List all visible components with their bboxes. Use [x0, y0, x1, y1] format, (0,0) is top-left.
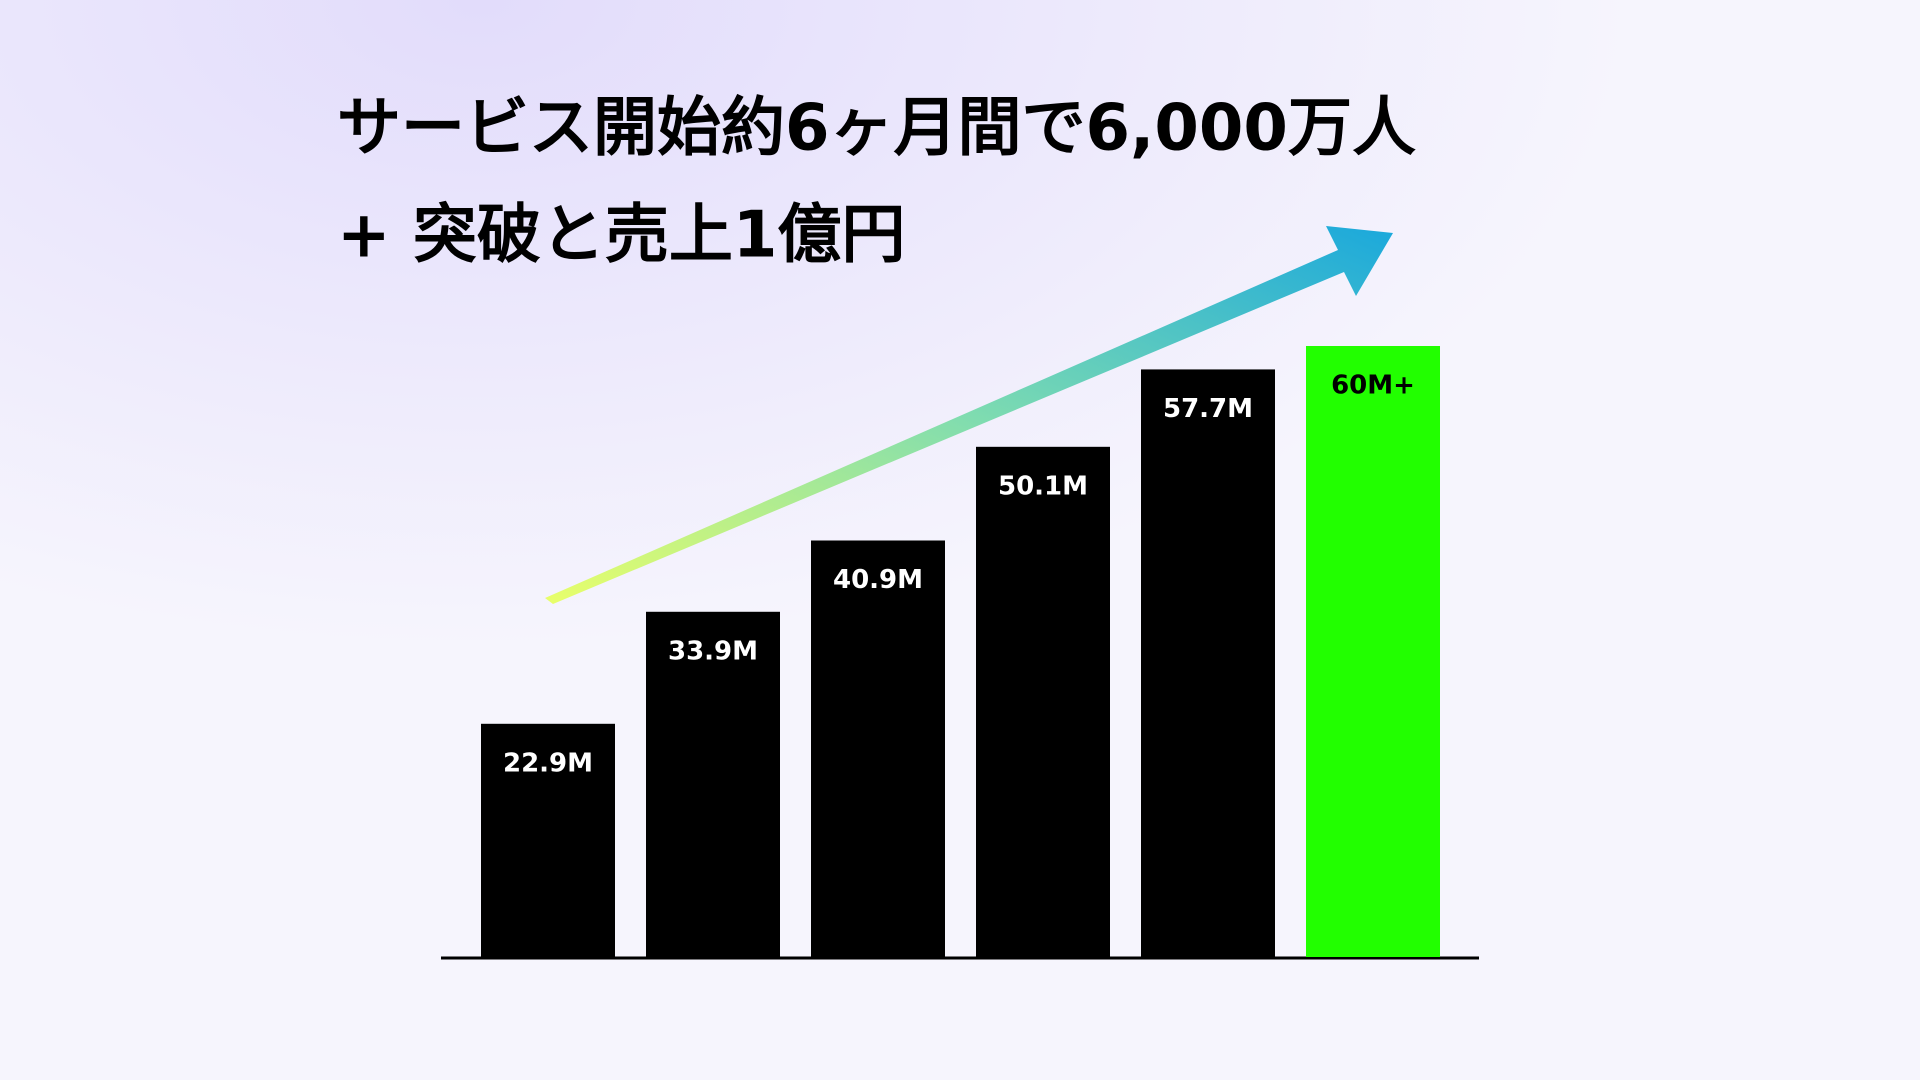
value-label: 57.7M [1163, 394, 1253, 424]
bar [976, 446, 1110, 957]
bar [646, 611, 780, 957]
bar [1306, 346, 1440, 957]
bar [811, 540, 945, 957]
chart-title: サービス開始約6ヶ月間で6,000万人 [337, 92, 1416, 166]
value-label: 33.9M [668, 636, 758, 666]
value-label: 60M+ [1331, 371, 1415, 401]
bar [1141, 369, 1275, 958]
value-label: 50.1M [998, 471, 1088, 501]
trend-arrow [545, 226, 1393, 604]
bar [481, 723, 615, 957]
chart-subtitle: + 突破と売上1億円 [337, 199, 905, 273]
value-label: 40.9M [833, 565, 923, 595]
value-label: 22.9M [503, 748, 593, 778]
